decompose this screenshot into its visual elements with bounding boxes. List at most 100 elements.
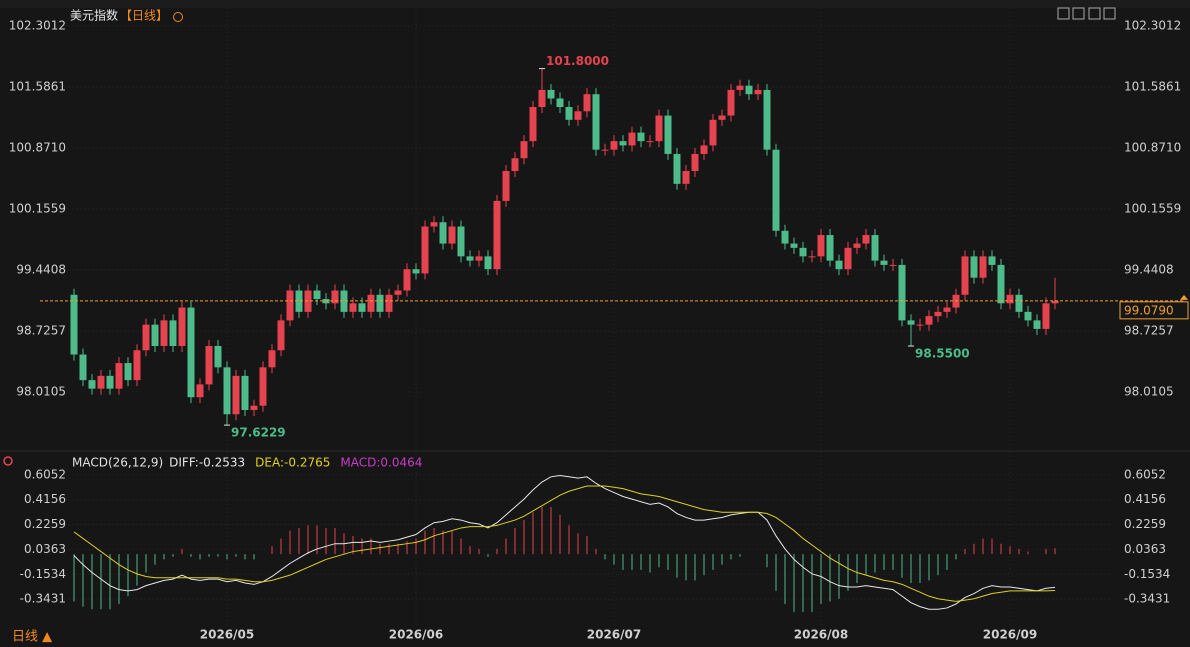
candle-body: [133, 350, 141, 381]
candle-body: [727, 89, 735, 116]
y-tick-label: 0.0363: [1124, 542, 1166, 556]
indicator-header: MACD(26,12,9): [72, 456, 163, 470]
candle-body: [349, 303, 357, 312]
last-price-box: [1119, 301, 1189, 320]
legend-value: -0.2533: [199, 456, 245, 470]
candle-body: [709, 119, 717, 146]
candle-body: [745, 85, 753, 95]
candle-body: [565, 107, 573, 120]
tool-icon[interactable]: [1103, 7, 1116, 20]
candle-body: [115, 363, 123, 389]
candle-body: [502, 171, 510, 201]
y-tick-label: 98.0105: [16, 385, 66, 399]
candle-body: [682, 171, 690, 184]
candle-body: [790, 243, 798, 248]
annotation-label: 101.8000: [546, 54, 609, 68]
legend-name: DIFF:: [169, 456, 199, 470]
candle-body: [673, 153, 681, 184]
candle-body: [70, 294, 78, 355]
x-tick-label: 2026/07: [587, 628, 641, 642]
y-tick-label: 0.4156: [24, 492, 66, 506]
candle-body: [367, 294, 375, 312]
y-tick-label: 101.5861: [1124, 79, 1181, 93]
tool-icon[interactable]: [1072, 7, 1085, 20]
y-tick-label: 0.2259: [24, 517, 66, 531]
indicator-icon[interactable]: [3, 456, 13, 466]
candle-body: [250, 405, 258, 411]
x-tick-label: 2026/08: [794, 628, 848, 642]
candle-body: [331, 290, 339, 304]
candle-body: [754, 89, 762, 95]
y-tick-label: 0.0363: [24, 542, 66, 556]
candle-body: [385, 294, 393, 312]
y-tick-label: 98.0105: [1124, 385, 1174, 399]
y-tick-label: 0.2259: [1124, 517, 1166, 531]
candle-body: [592, 94, 600, 150]
tool-icon[interactable]: [1057, 7, 1070, 20]
candle-body: [286, 290, 294, 321]
candle-body: [538, 89, 546, 108]
y-tick-label: 0.6052: [1124, 467, 1166, 481]
last-price-marker: [1180, 294, 1188, 300]
candle-body: [1006, 294, 1014, 304]
candle-body: [862, 235, 870, 244]
candle-body: [718, 115, 726, 120]
y-tick-label: 99.4408: [16, 262, 66, 276]
y-tick-label: -0.1534: [20, 567, 66, 581]
candle-body: [1042, 303, 1050, 329]
candle-body: [196, 384, 204, 398]
x-tick-label: 2026/06: [389, 628, 443, 642]
candle-body: [700, 145, 708, 154]
x-tick-label: 2026/09: [983, 628, 1037, 642]
y-tick-label: -0.1534: [1124, 567, 1170, 581]
candle-body: [457, 226, 465, 257]
candle-body: [574, 111, 582, 120]
candle-body: [1015, 294, 1023, 312]
candle-body: [853, 243, 861, 248]
candle-body: [241, 375, 249, 411]
y-tick-label: 99.4408: [1124, 262, 1174, 276]
y-tick-label: -0.3431: [20, 592, 66, 606]
period-tag: 【日线】: [120, 9, 168, 23]
candle-body: [511, 158, 519, 172]
candle-body: [268, 350, 276, 368]
candle-body: [934, 311, 942, 317]
candle-body: [169, 320, 177, 346]
candle-body: [205, 345, 213, 385]
candle-body: [907, 320, 915, 325]
tool-icon[interactable]: [1088, 7, 1101, 20]
toolbar[interactable]: [1057, 7, 1116, 20]
candle-body: [997, 264, 1005, 304]
add-icon[interactable]: [173, 12, 184, 22]
candle-body: [106, 375, 114, 389]
candle-body: [808, 256, 816, 258]
macd-line: [73, 474, 1056, 610]
candle-body: [826, 235, 834, 261]
candle-body: [646, 141, 654, 143]
candle-body: [655, 115, 663, 142]
candle-body: [1051, 300, 1059, 304]
candle-body: [223, 367, 231, 415]
candle-body: [880, 260, 888, 265]
candle-body: [556, 98, 564, 108]
y-tick-label: 0.4156: [1124, 492, 1166, 506]
candle-body: [871, 235, 879, 261]
candle-body: [178, 307, 186, 346]
candle-body: [529, 107, 537, 142]
macd-line: [73, 485, 1056, 602]
candle-body: [448, 226, 456, 244]
x-tick-label: 2026/05: [200, 628, 254, 642]
candle-body: [664, 115, 672, 154]
candle-body: [637, 132, 645, 142]
y-tick-label: 100.8710: [1124, 140, 1181, 154]
candle-body: [412, 269, 420, 274]
candle-body: [925, 316, 933, 325]
y-tick-label: 102.3012: [9, 18, 66, 32]
candle-body: [979, 256, 987, 278]
candle-body: [160, 320, 168, 346]
candle-body: [628, 132, 636, 146]
candle-body: [313, 290, 321, 300]
candle-body: [916, 324, 924, 326]
period-selector[interactable]: 日线 ▲: [12, 630, 52, 645]
top-strip: [0, 0, 1190, 8]
